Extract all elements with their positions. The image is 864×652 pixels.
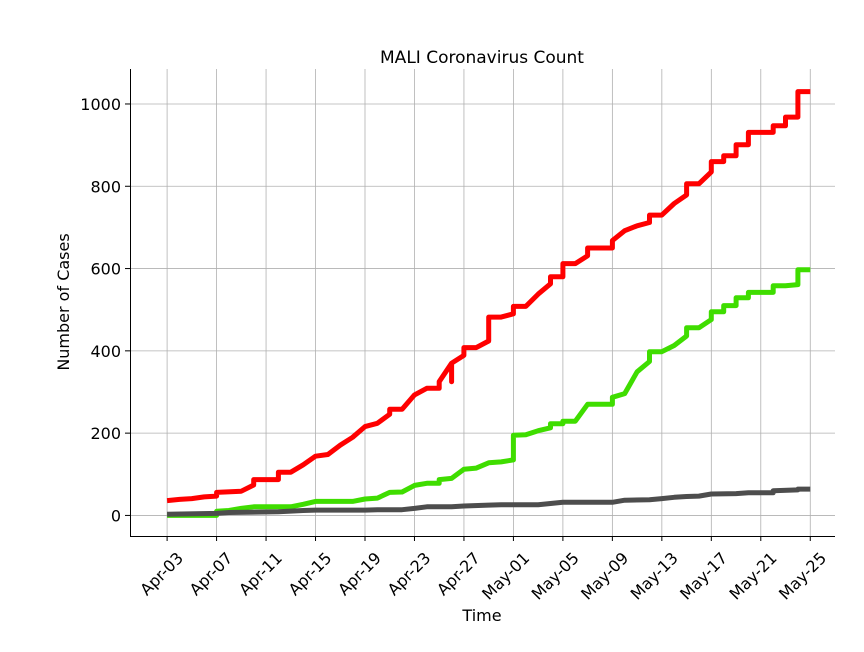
x-tick-label: May-09	[577, 548, 632, 603]
x-tick-label: May-17	[676, 548, 731, 603]
y-tick-label: 600	[90, 260, 121, 279]
grid-lines	[130, 69, 835, 536]
y-tick-label: 400	[90, 342, 121, 361]
y-tick-label: 800	[90, 177, 121, 196]
ticks: Apr-03Apr-07Apr-11Apr-15Apr-19Apr-23Apr-…	[80, 95, 830, 604]
x-tick-label: May-25	[775, 548, 830, 603]
y-tick-label: 0	[111, 506, 121, 525]
x-tick-label: May-01	[478, 548, 533, 603]
x-tick-label: May-13	[627, 548, 682, 603]
axes	[130, 69, 835, 537]
series-line-1	[166, 89, 811, 504]
series-line-3	[167, 486, 811, 517]
x-tick-label: Apr-23	[384, 548, 435, 599]
series-line-2	[167, 267, 811, 518]
y-tick-label: 1000	[80, 95, 121, 114]
x-tick-label: Apr-19	[334, 548, 385, 599]
x-tick-label: Apr-27	[433, 548, 484, 599]
chart-title: MALI Coronavirus Count	[380, 48, 584, 68]
x-tick-label: Apr-11	[235, 548, 286, 599]
x-tick-label: Apr-15	[285, 548, 336, 599]
x-tick-label: May-21	[726, 548, 781, 603]
x-axis-label: Time	[461, 606, 501, 625]
x-tick-label: Apr-03	[136, 548, 187, 599]
series-layer	[166, 89, 811, 518]
y-axis-label: Number of Cases	[54, 233, 73, 370]
y-tick-label: 200	[90, 424, 121, 443]
x-tick-label: May-05	[528, 548, 583, 603]
x-tick-label: Apr-07	[186, 548, 237, 599]
